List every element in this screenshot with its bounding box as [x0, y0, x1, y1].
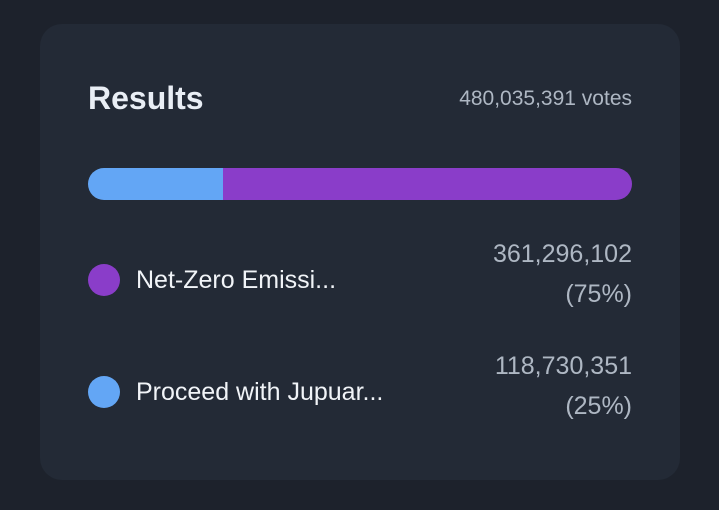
- option-row: Proceed with Jupuar... 118,730,351 (25%): [88, 352, 632, 432]
- result-bar: [88, 168, 632, 200]
- title: Results: [88, 80, 204, 116]
- bar-segment: [222, 168, 632, 200]
- bar-segment: [88, 168, 223, 200]
- option-name: Net-Zero Emissi...: [136, 266, 337, 294]
- option-color-dot: [88, 376, 120, 408]
- option-share: (25%): [565, 392, 632, 420]
- option-name: Proceed with Jupuar...: [136, 378, 384, 406]
- option-share: (75%): [565, 280, 632, 308]
- option-votes: 361,296,102: [492, 240, 632, 268]
- option-row: Net-Zero Emissi... 361,296,102 (75%): [88, 240, 632, 320]
- results-card: Results 480,035,391 votes Net-Zero Emiss…: [40, 24, 680, 480]
- total-votes: 480,035,391 votes: [459, 87, 632, 110]
- option-votes: 118,730,351: [494, 352, 632, 380]
- option-color-dot: [88, 264, 120, 296]
